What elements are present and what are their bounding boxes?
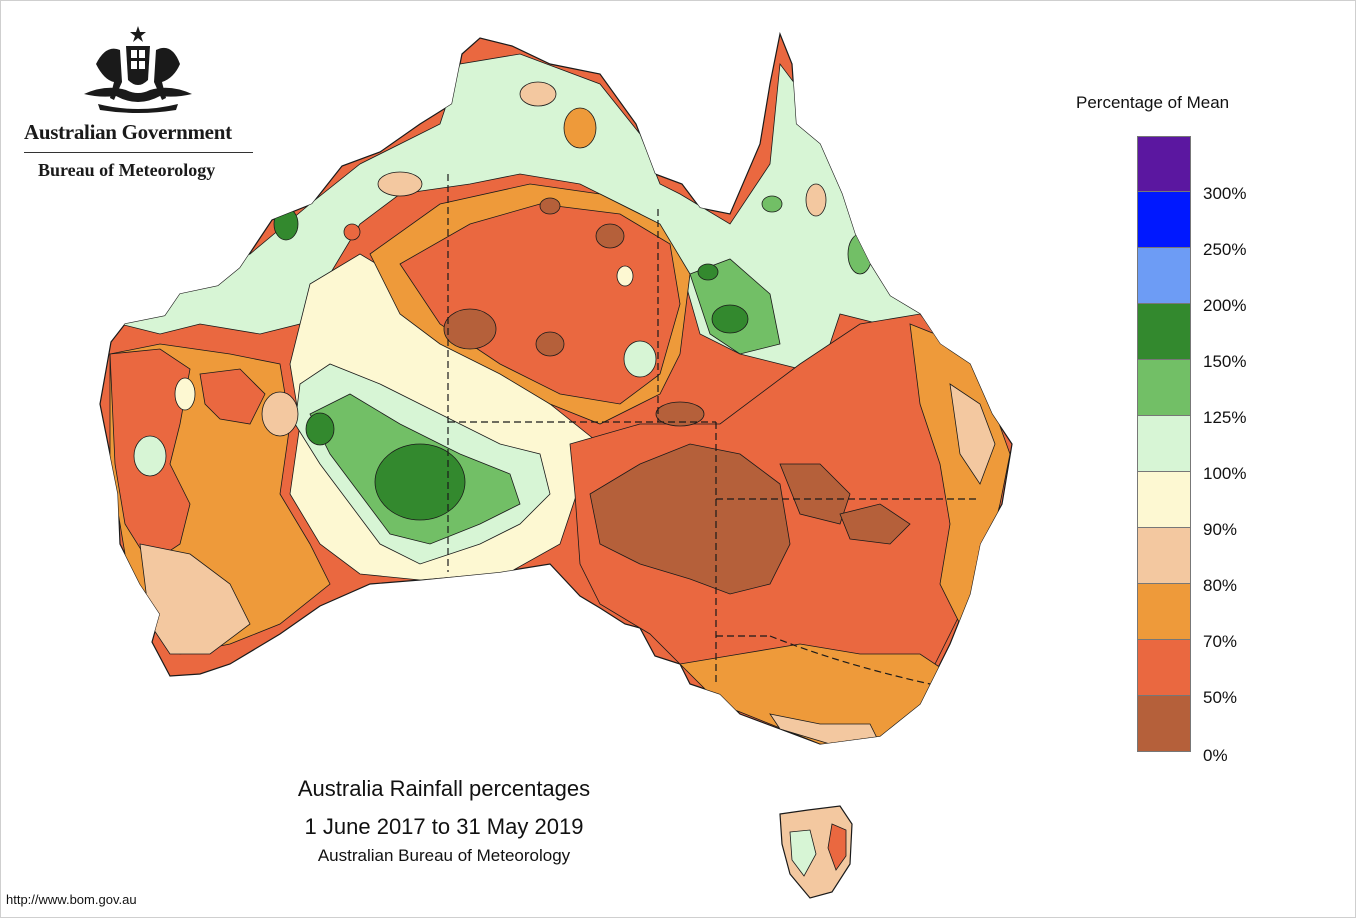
legend-label: 50% [1203, 688, 1238, 707]
legend-label: 100% [1203, 464, 1247, 483]
bureau-title: Bureau of Meteorology [38, 160, 216, 180]
legend-label: 90% [1203, 520, 1238, 539]
australia-rainfall-map [99, 31, 1013, 899]
legend-label: 200% [1203, 296, 1247, 315]
legend-swatch [1137, 584, 1191, 640]
legend-swatch [1137, 304, 1191, 360]
legend-swatch [1137, 472, 1191, 528]
legend-label: 70% [1203, 632, 1238, 651]
legend-swatch [1137, 696, 1191, 752]
map-title: Australia Rainfall percentages [297, 776, 591, 801]
legend-label: 150% [1203, 352, 1247, 371]
legend-swatch [1137, 416, 1191, 472]
legend-label: 80% [1203, 576, 1238, 595]
legend-label: 250% [1203, 240, 1247, 259]
legend-swatch [1137, 192, 1191, 248]
legend-swatch [1137, 640, 1191, 696]
legend-swatch [1137, 248, 1191, 304]
legend-swatch [1137, 360, 1191, 416]
map-period: 1 June 2017 to 31 May 2019 [304, 814, 584, 839]
legend-label: 300% [1203, 184, 1247, 203]
legend-label: 0% [1203, 746, 1228, 765]
legend-swatch [1137, 528, 1191, 584]
legend-swatch [1137, 136, 1191, 192]
map-source: Australian Bureau of Meteorology [317, 846, 571, 865]
legend-label: 125% [1203, 408, 1247, 427]
government-title: Australian Government [24, 120, 232, 144]
legend-title: Percentage of Mean [1076, 93, 1230, 112]
legend-color-scale [1137, 136, 1191, 752]
header-divider [24, 152, 253, 153]
coat-of-arms-icon [84, 26, 192, 113]
source-url-link[interactable]: http://www.bom.gov.au [6, 892, 137, 907]
